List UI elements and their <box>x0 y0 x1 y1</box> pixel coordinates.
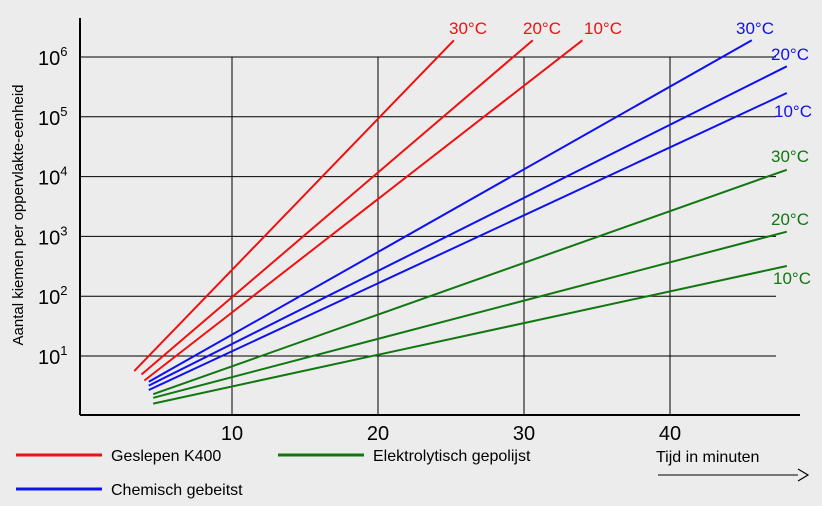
y-tick-label-5: 105 <box>38 104 67 130</box>
x-tick-label-40: 40 <box>659 423 681 445</box>
y-tick-label-4: 104 <box>38 164 67 190</box>
series-label-green-30c: 30°C <box>771 147 809 166</box>
series-line-blue-10c <box>148 92 788 391</box>
series-label-red-30c: 30°C <box>449 19 487 38</box>
x-tick-label-30: 30 <box>513 423 535 445</box>
series-line-red-20c <box>140 39 534 376</box>
series-line-green-10c <box>152 265 788 405</box>
series-label-green-20c: 20°C <box>771 210 809 229</box>
legend-label-red: Geslepen K400 <box>111 448 221 465</box>
series-label-green-10c: 10°C <box>773 269 811 288</box>
series-label-blue-10c: 10°C <box>774 102 812 121</box>
x-tick-label-10: 10 <box>221 423 243 445</box>
series-label-blue-30c: 30°C <box>736 19 774 38</box>
series-group <box>133 39 788 405</box>
y-tick-label-6: 106 <box>38 44 67 70</box>
x-axis-arrow <box>658 468 810 482</box>
grid-lines <box>80 56 776 415</box>
series-line-green-30c <box>152 168 788 396</box>
series-line-red-10c <box>143 39 584 382</box>
series-line-blue-20c <box>148 65 788 387</box>
series-label-red-20c: 20°C <box>523 19 561 38</box>
y-axis-label: Aantal kiemen per oppervlakte-eenheid <box>10 85 27 346</box>
y-tick-label-1: 101 <box>38 343 67 369</box>
series-line-red-30c <box>133 39 455 372</box>
y-tick-label-3: 103 <box>38 223 67 249</box>
legend: Geslepen K400 Elektrolytisch gepolijst Che… <box>16 448 531 499</box>
legend-label-green: Elektrolytisch gepolijst <box>373 448 531 465</box>
series-label-blue-20c: 20°C <box>771 45 809 64</box>
y-tick-label-2: 102 <box>38 283 67 309</box>
series-line-green-20c <box>152 230 788 399</box>
series-line-blue-30c <box>148 39 753 383</box>
x-axis-label: Tijd in minuten <box>656 449 759 466</box>
legend-label-blue: Chemisch gebeitst <box>111 482 243 499</box>
series-label-red-10c: 10°C <box>584 19 622 38</box>
series-labels: 30°C 20°C 10°C 30°C 20°C 10°C 30°C 20°C 10°C <box>449 19 812 288</box>
x-tick-label-20: 20 <box>367 423 389 445</box>
axes-group: 10 20 30 40 101 102 103 104 105 106 <box>38 18 800 445</box>
